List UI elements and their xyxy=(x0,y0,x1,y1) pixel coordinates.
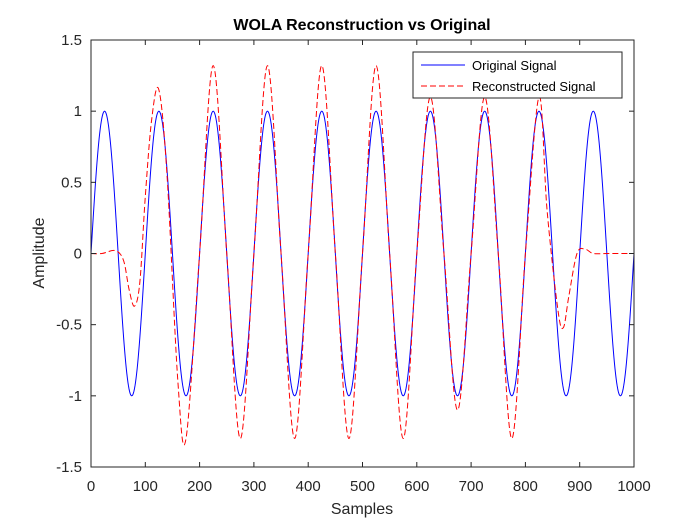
x-tick-label: 1000 xyxy=(617,478,650,495)
legend: Original Signal Reconstructed Signal xyxy=(412,51,623,99)
x-tick-label: 700 xyxy=(459,478,484,495)
y-tick-label: -0.5 xyxy=(56,317,82,334)
x-tick-label: 500 xyxy=(350,478,375,495)
x-tick-label: 600 xyxy=(404,478,429,495)
legend-label: Original Signal xyxy=(472,58,557,73)
y-tick-label: 0 xyxy=(74,246,82,263)
y-axis: 1.5 1 0.5 0 -0.5 -1 -1.5 xyxy=(56,32,634,476)
series-line-reconstructed-signal xyxy=(91,65,634,446)
y-tick-label: 1 xyxy=(74,103,82,120)
x-tick-label: 0 xyxy=(87,478,95,495)
legend-box xyxy=(412,51,623,99)
x-tick-label: 400 xyxy=(296,478,321,495)
chart-title: WOLA Reconstruction vs Original xyxy=(233,17,490,34)
x-axis: 0 100 200 300 400 500 600 700 800 900 1000 xyxy=(87,40,651,495)
x-tick-label: 100 xyxy=(133,478,158,495)
y-tick-label: -1 xyxy=(69,388,82,405)
y-tick-label: 1.5 xyxy=(61,32,82,49)
y-tick-label: -1.5 xyxy=(56,459,82,476)
x-tick-label: 200 xyxy=(187,478,212,495)
y-tick-label: 0.5 xyxy=(61,174,82,191)
x-tick-label: 900 xyxy=(567,478,592,495)
x-tick-label: 800 xyxy=(513,478,538,495)
x-tick-label: 300 xyxy=(241,478,266,495)
series-layer xyxy=(91,65,634,446)
legend-label: Reconstructed Signal xyxy=(472,79,596,94)
x-axis-label: Samples xyxy=(331,501,393,518)
y-axis-label: Amplitude xyxy=(31,217,48,288)
series-line-original-signal xyxy=(91,110,634,397)
